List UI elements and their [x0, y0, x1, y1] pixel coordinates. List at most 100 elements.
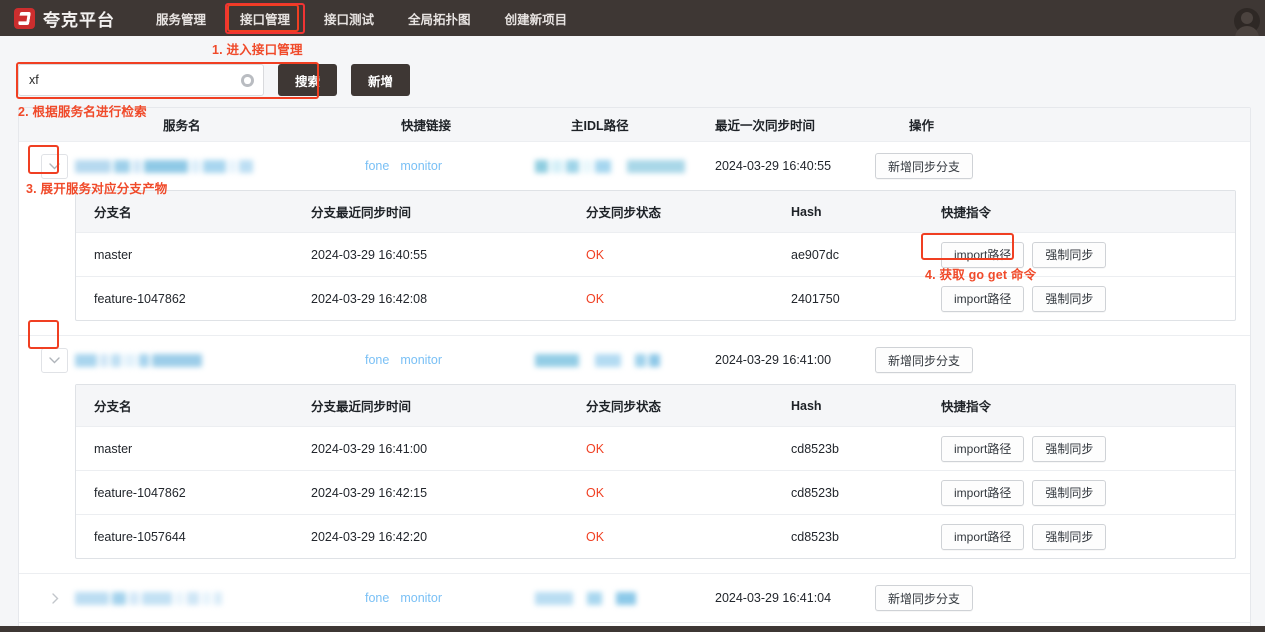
nav-item-interface-mgmt[interactable]: 接口管理: [225, 2, 306, 34]
chevron-right-icon: [51, 592, 58, 604]
header-branch-command: 快捷指令: [941, 206, 992, 220]
branch-status-badge: OK: [586, 441, 605, 456]
add-sync-branch-button[interactable]: 新增同步分支: [875, 153, 974, 179]
row-expander-toggle[interactable]: [41, 347, 68, 373]
branch-row[interactable]: master 2024-03-29 16:40:55 OK ae907dc im…: [76, 232, 1235, 276]
row-expander-toggle[interactable]: [41, 153, 68, 179]
branch-table-header: 分支名 分支最近同步时间 分支同步状态 Hash 快捷指令: [76, 191, 1235, 232]
header-branch-hash: Hash: [791, 398, 822, 413]
force-sync-button[interactable]: 强制同步: [1032, 285, 1107, 312]
clear-icon[interactable]: [241, 74, 254, 87]
branch-hash: ae907dc: [791, 247, 839, 262]
link-fone[interactable]: fone: [365, 591, 390, 605]
service-name-redacted: [75, 591, 365, 605]
branch-last-sync: 2024-03-29 16:40:55: [311, 247, 428, 262]
branch-name: master: [94, 247, 133, 262]
brand-name: 夸克平台: [43, 10, 115, 30]
table-row[interactable]: fone monitor 2024-03-29 16:41:04 新增同步分支: [19, 573, 1250, 622]
service-name-redacted: [75, 353, 365, 367]
import-path-button[interactable]: import路径: [941, 479, 1025, 506]
top-navbar: 夸克平台 服务管理 接口管理 接口测试 全局拓扑图 创建新项目: [0, 0, 1265, 36]
force-sync-button[interactable]: 强制同步: [1032, 523, 1107, 550]
header-last-sync: 最近一次同步时间: [715, 119, 816, 133]
branch-last-sync: 2024-03-29 16:42:15: [311, 485, 428, 500]
header-branch-hash: Hash: [791, 204, 822, 219]
branch-last-sync: 2024-03-29 16:42:20: [311, 529, 428, 544]
branch-hash: cd8523b: [791, 485, 839, 500]
search-input-wrapper[interactable]: [18, 64, 264, 96]
idl-path-redacted: [535, 591, 715, 605]
add-button[interactable]: 新增: [351, 64, 411, 96]
branch-subtable-wrapper: 分支名 分支最近同步时间 分支同步状态 Hash 快捷指令 master 202…: [19, 190, 1250, 335]
row-expander-toggle[interactable]: [45, 586, 65, 611]
header-branch-status: 分支同步状态: [586, 206, 662, 220]
nav-item-service-mgmt[interactable]: 服务管理: [156, 12, 207, 27]
branch-last-sync: 2024-03-29 16:42:08: [311, 291, 428, 306]
idl-path-redacted: [535, 353, 715, 367]
annotation-step-4: 4. 获取 go get 命令: [925, 268, 1037, 282]
header-action: 操作: [909, 119, 935, 133]
add-sync-branch-button[interactable]: 新增同步分支: [875, 585, 974, 611]
branch-row[interactable]: feature-1047862 2024-03-29 16:42:08 OK 2…: [76, 276, 1235, 320]
last-sync-time: 2024-03-29 16:41:04: [715, 591, 832, 605]
nav-item-global-topology[interactable]: 全局拓扑图: [408, 12, 471, 27]
header-quick-link: 快捷链接: [401, 119, 452, 133]
header-branch-name: 分支名: [94, 400, 132, 414]
annotation-step-1: 1. 进入接口管理: [212, 43, 303, 57]
branch-hash: cd8523b: [791, 441, 839, 456]
search-button[interactable]: 搜索: [278, 64, 338, 96]
branch-subtable-wrapper: 分支名 分支最近同步时间 分支同步状态 Hash 快捷指令 master 202…: [19, 384, 1250, 573]
link-fone[interactable]: fone: [365, 159, 390, 173]
branch-hash: 2401750: [791, 291, 840, 306]
nav-items: 服务管理 接口管理 接口测试 全局拓扑图 创建新项目: [141, 2, 582, 34]
link-fone[interactable]: fone: [365, 353, 390, 367]
annotation-step-3: 3. 展开服务对应分支产物: [26, 182, 168, 196]
table-row[interactable]: fone monitor 2024-03-29 16:41:00 新增同步分支: [19, 335, 1250, 384]
quark-logo-icon: [14, 7, 35, 29]
link-monitor[interactable]: monitor: [400, 159, 443, 173]
header-branch-last-sync: 分支最近同步时间: [311, 400, 412, 414]
header-branch-command: 快捷指令: [941, 400, 992, 414]
brand[interactable]: 夸克平台: [14, 6, 115, 31]
nav-item-create-project[interactable]: 创建新项目: [504, 12, 568, 27]
branch-status-badge: OK: [586, 291, 605, 306]
search-toolbar: 搜索 新增: [18, 64, 411, 96]
branch-table: 分支名 分支最近同步时间 分支同步状态 Hash 快捷指令 master 202…: [75, 384, 1236, 559]
header-branch-last-sync: 分支最近同步时间: [311, 206, 412, 220]
branch-name: feature-1047862: [94, 291, 186, 306]
branch-name: master: [94, 441, 133, 456]
header-branch-name: 分支名: [94, 206, 132, 220]
import-path-button[interactable]: import路径: [941, 285, 1025, 312]
last-sync-time: 2024-03-29 16:40:55: [715, 159, 832, 173]
quick-links: fone monitor: [365, 159, 535, 173]
link-monitor[interactable]: monitor: [400, 591, 443, 605]
branch-row[interactable]: master 2024-03-29 16:41:00 OK cd8523b im…: [76, 426, 1235, 470]
nav-item-interface-test[interactable]: 接口测试: [324, 12, 375, 27]
header-service-name: 服务名: [163, 119, 201, 133]
force-sync-button[interactable]: 强制同步: [1032, 479, 1107, 506]
branch-row[interactable]: feature-1047862 2024-03-29 16:42:15 OK c…: [76, 470, 1235, 514]
force-sync-button[interactable]: 强制同步: [1032, 241, 1107, 268]
chevron-down-icon: [49, 162, 60, 169]
avatar-wrapper[interactable]: [1229, 0, 1265, 36]
branch-row[interactable]: feature-1057644 2024-03-29 16:42:20 OK c…: [76, 514, 1235, 558]
table-row[interactable]: fone monitor 2024-03-29 16:40:55 新增同步分支: [19, 141, 1250, 190]
import-path-button[interactable]: import路径: [941, 435, 1025, 462]
branch-name: feature-1047862: [94, 485, 186, 500]
user-avatar-icon[interactable]: [1234, 8, 1260, 36]
add-sync-branch-button[interactable]: 新增同步分支: [875, 347, 974, 373]
branch-last-sync: 2024-03-29 16:41:00: [311, 441, 428, 456]
table-header: 服务名 快捷链接 主IDL路径 最近一次同步时间 操作: [19, 108, 1250, 141]
branch-status-badge: OK: [586, 485, 605, 500]
quick-links: fone monitor: [365, 591, 535, 605]
link-monitor[interactable]: monitor: [400, 353, 443, 367]
import-path-button[interactable]: import路径: [941, 523, 1025, 550]
header-idl-path: 主IDL路径: [571, 119, 629, 133]
force-sync-button[interactable]: 强制同步: [1032, 435, 1107, 462]
quick-links: fone monitor: [365, 353, 535, 367]
search-input[interactable]: [19, 65, 263, 95]
branch-hash: cd8523b: [791, 529, 839, 544]
chevron-down-icon: [49, 356, 60, 363]
bottom-strip: [0, 626, 1265, 632]
